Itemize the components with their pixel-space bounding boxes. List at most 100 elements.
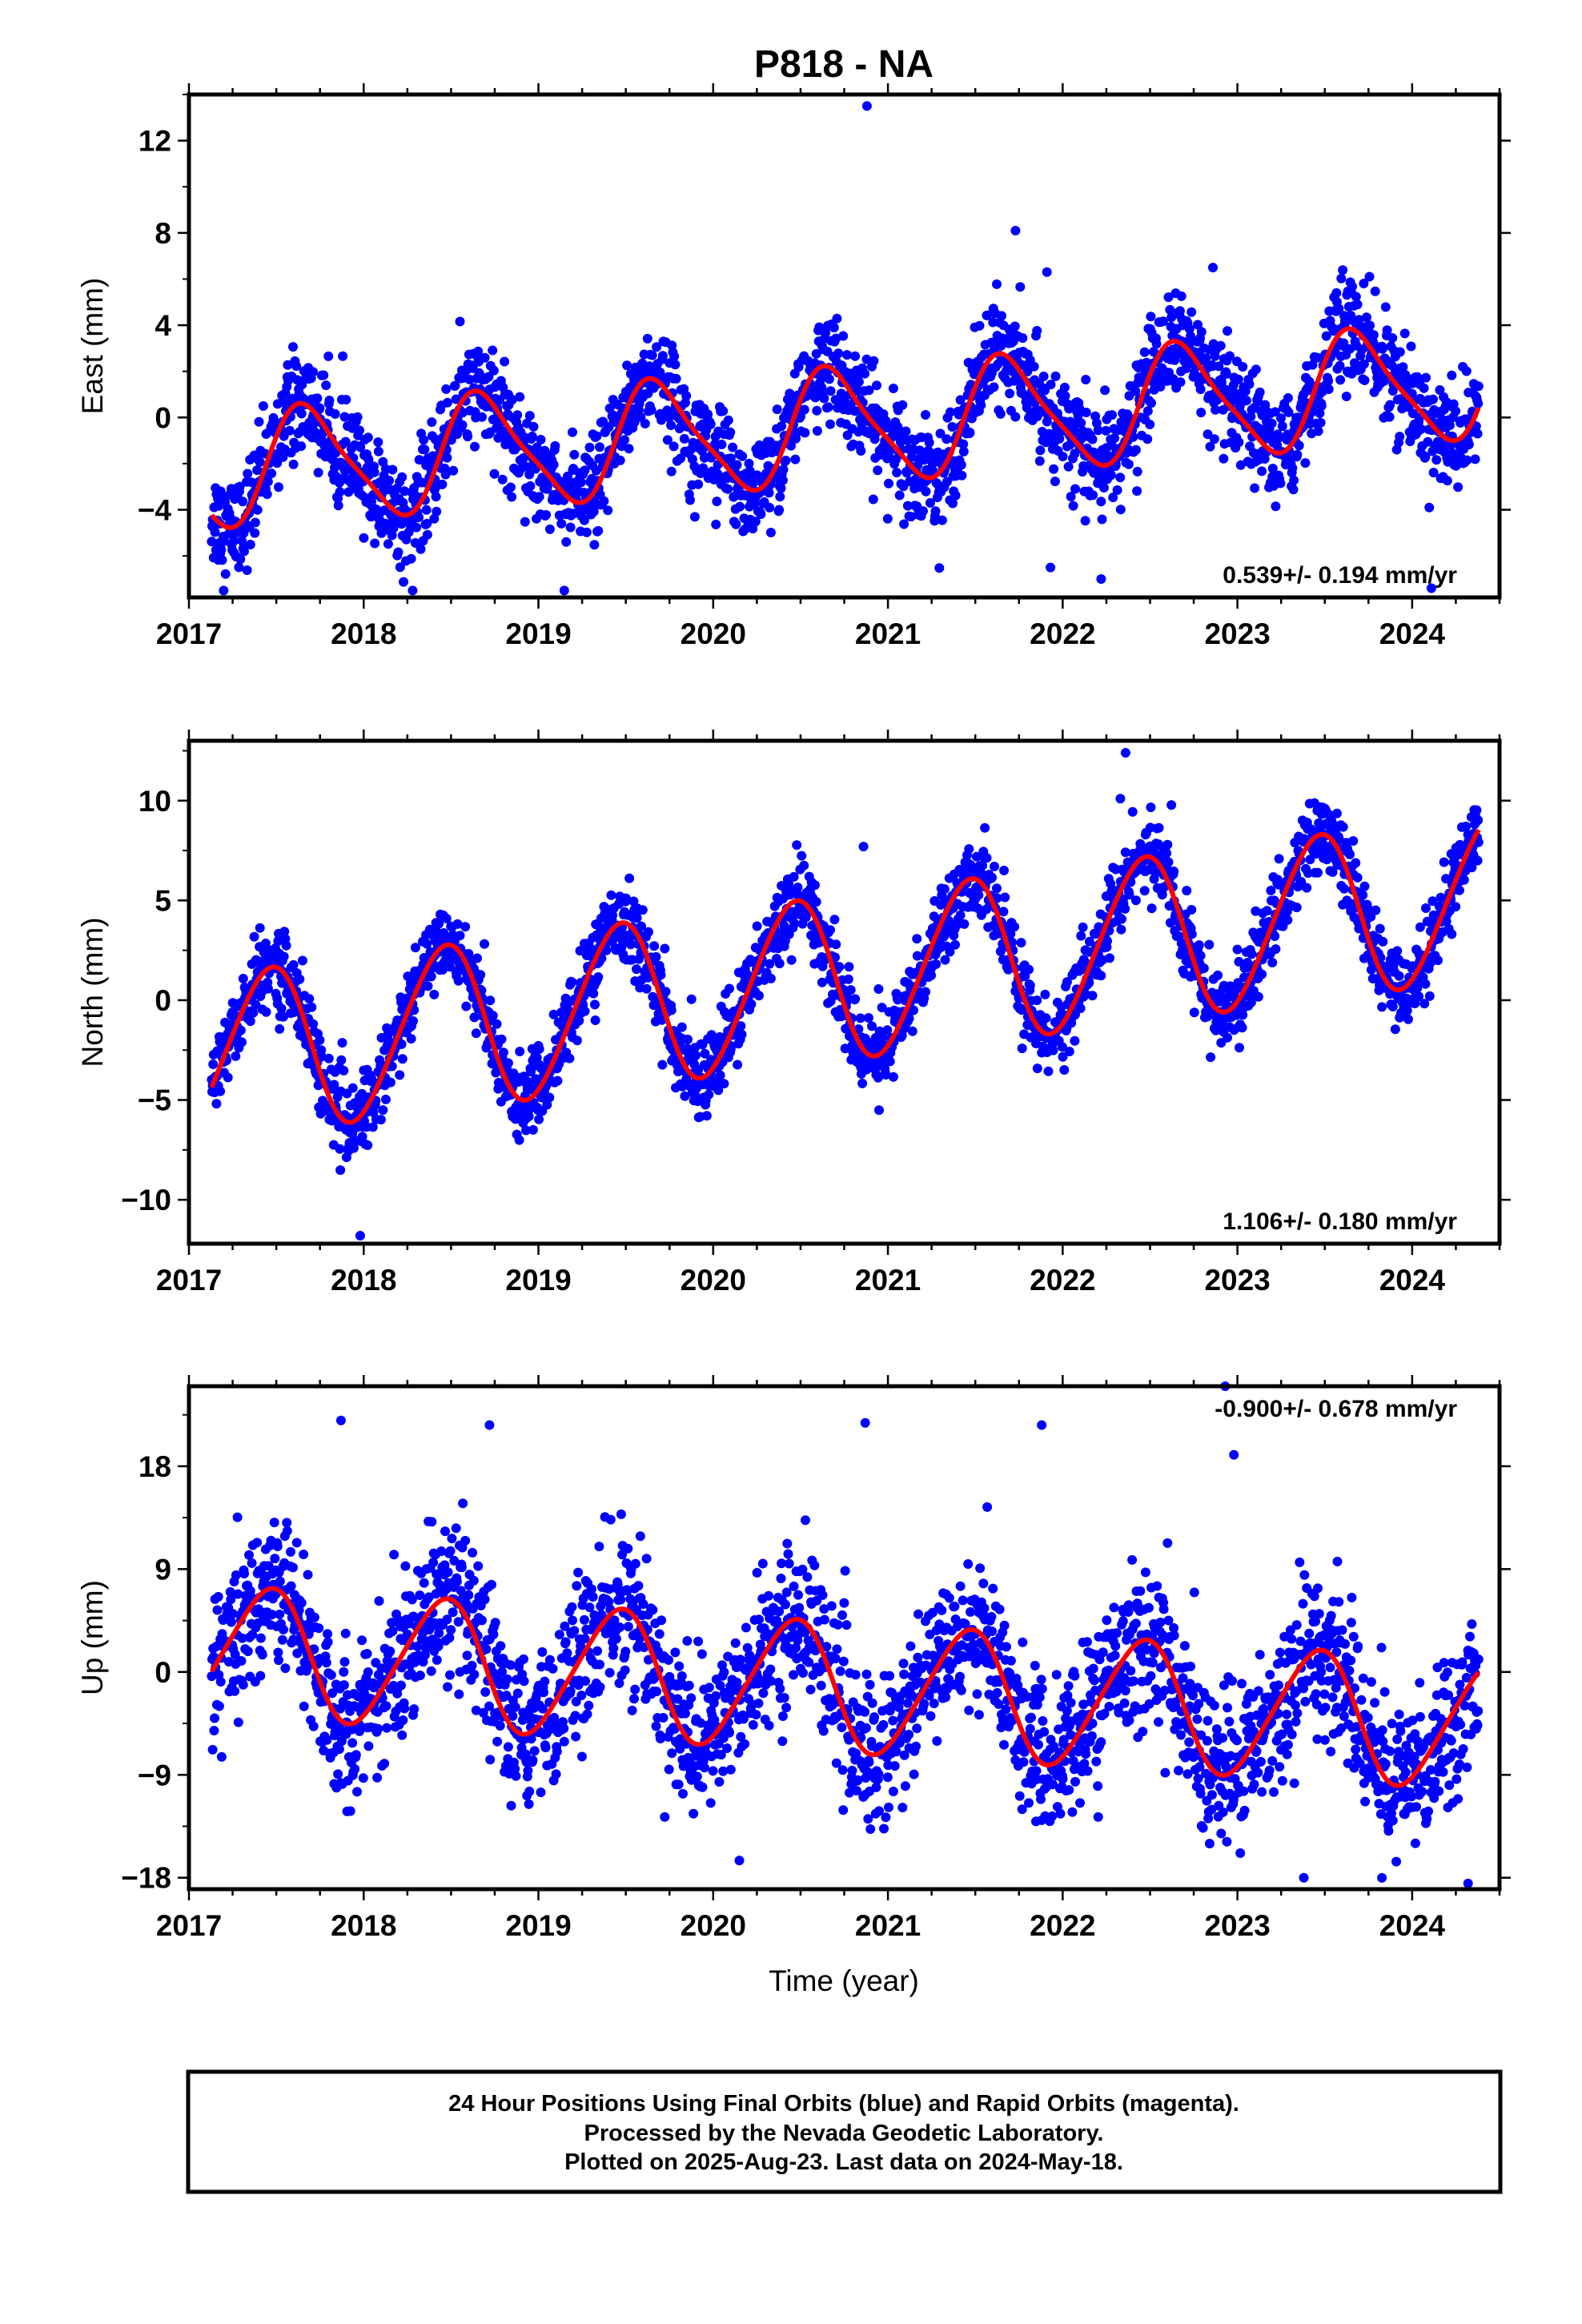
data-point xyxy=(921,486,931,497)
data-point xyxy=(375,1115,386,1125)
data-point xyxy=(1472,855,1483,866)
data-point xyxy=(1024,964,1034,975)
data-point xyxy=(735,501,745,512)
data-point xyxy=(336,1055,347,1065)
data-point xyxy=(296,441,307,452)
data-point xyxy=(476,970,486,980)
data-point xyxy=(534,1114,544,1124)
data-point xyxy=(666,466,677,476)
data-point xyxy=(1223,1032,1232,1043)
data-point xyxy=(507,395,517,405)
data-point xyxy=(873,465,883,476)
data-point xyxy=(1087,434,1098,444)
data-point xyxy=(1251,364,1261,375)
data-point xyxy=(1435,385,1445,395)
data-point xyxy=(1132,486,1142,497)
data-point xyxy=(541,509,552,520)
data-point xyxy=(1034,456,1045,466)
data-point xyxy=(1142,406,1153,416)
data-point xyxy=(1377,1002,1387,1012)
data-point xyxy=(1132,466,1142,476)
data-point xyxy=(1473,815,1484,826)
data-point xyxy=(453,975,464,986)
data-point xyxy=(1289,475,1299,485)
data-point xyxy=(1176,291,1186,301)
data-point xyxy=(1331,808,1342,818)
data-point xyxy=(496,1034,507,1044)
data-point xyxy=(715,1070,725,1080)
data-point xyxy=(1313,426,1323,436)
data-point xyxy=(1287,463,1298,473)
data-point xyxy=(850,994,861,1004)
data-point xyxy=(237,536,247,546)
data-point xyxy=(1375,923,1385,934)
data-point xyxy=(811,897,821,907)
data-point xyxy=(711,519,721,529)
data-point xyxy=(1070,1035,1080,1046)
data-point xyxy=(906,512,916,522)
data-point xyxy=(669,352,680,361)
data-point xyxy=(863,1013,873,1023)
data-point xyxy=(1127,806,1138,817)
data-point xyxy=(515,1047,525,1056)
data-point xyxy=(461,1001,472,1011)
data-point xyxy=(1235,1043,1244,1053)
data-point xyxy=(397,1054,408,1064)
data-point xyxy=(850,351,861,361)
data-point xyxy=(1461,822,1472,831)
data-point xyxy=(1130,895,1141,906)
data-point xyxy=(1275,478,1286,489)
data-point xyxy=(497,474,508,485)
data-point xyxy=(1365,320,1375,331)
data-point xyxy=(689,512,700,522)
data-point xyxy=(831,333,841,344)
data-point xyxy=(1232,944,1243,955)
data-point xyxy=(580,1006,590,1016)
data-point xyxy=(416,544,426,554)
data-point xyxy=(1334,304,1344,314)
data-point xyxy=(800,428,810,438)
data-point xyxy=(814,322,825,332)
data-point xyxy=(1088,490,1098,501)
data-point xyxy=(712,497,722,507)
data-point xyxy=(912,934,922,944)
data-point xyxy=(888,1072,898,1082)
data-point xyxy=(1070,484,1080,494)
data-point xyxy=(725,983,734,994)
data-point xyxy=(525,480,536,491)
data-point xyxy=(574,1015,584,1026)
data-point xyxy=(228,536,239,546)
y-tick-label: 0 xyxy=(155,401,171,434)
data-point xyxy=(624,444,634,454)
data-point xyxy=(959,919,970,929)
data-point xyxy=(519,452,528,463)
data-point xyxy=(283,360,293,370)
x-tick-label: 2024 xyxy=(1379,617,1446,650)
data-point-outlier xyxy=(1010,226,1021,235)
data-point xyxy=(262,489,272,500)
data-point xyxy=(1240,386,1251,396)
data-point xyxy=(245,1016,255,1027)
data-point xyxy=(359,533,369,543)
data-point xyxy=(956,460,966,470)
data-point xyxy=(1331,287,1342,298)
data-point xyxy=(448,465,459,476)
data-point xyxy=(1221,368,1231,379)
data-point xyxy=(733,1059,743,1070)
data-point xyxy=(646,405,656,415)
data-point xyxy=(252,465,263,476)
data-point xyxy=(288,342,298,352)
data-point xyxy=(1266,886,1276,895)
data-point xyxy=(789,919,800,929)
data-point xyxy=(942,476,952,487)
data-point xyxy=(681,391,692,401)
data-point xyxy=(297,955,307,966)
x-tick-label: 2017 xyxy=(156,617,222,650)
data-point xyxy=(1451,406,1461,416)
data-point xyxy=(1219,453,1229,464)
data-point xyxy=(569,449,580,460)
data-point xyxy=(1186,905,1197,915)
data-point xyxy=(1384,412,1395,422)
